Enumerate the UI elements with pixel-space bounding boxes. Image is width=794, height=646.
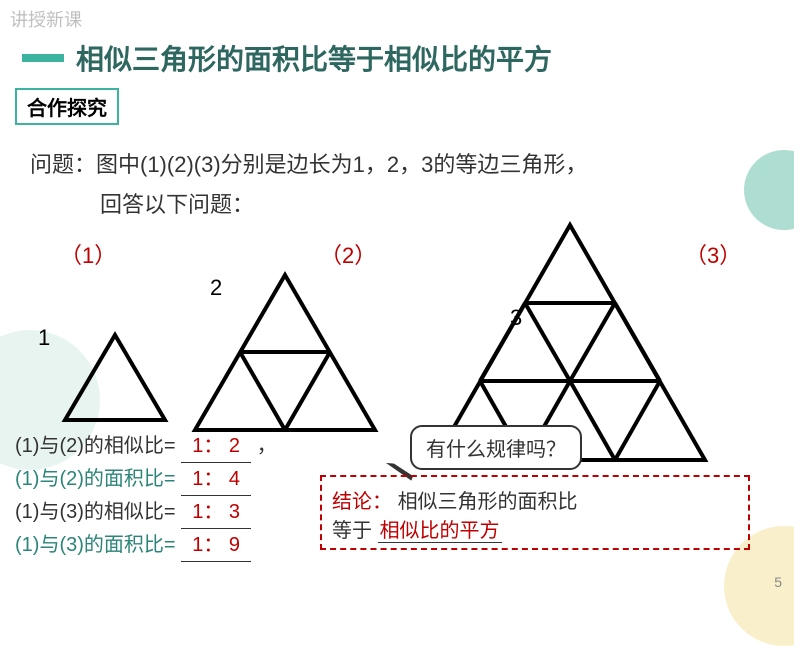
- conclusion-mid: 等于: [332, 520, 372, 542]
- page-number: 5: [774, 574, 782, 590]
- results-block: (1)与(2)的相似比= 1： 2 ， (1)与(2)的面积比= 1： 4 (1…: [15, 430, 277, 562]
- result-row: (1)与(3)的相似比= 1： 3: [15, 496, 277, 529]
- conclusion-part1: 相似三角形的面积比: [398, 491, 578, 513]
- title-bar: 相似三角形的面积比等于相似比的平方: [22, 38, 552, 78]
- conclusion-answer: 相似比的平方: [378, 520, 502, 543]
- result-row: (1)与(2)的面积比= 1： 4: [15, 463, 277, 496]
- page-title: 相似三角形的面积比等于相似比的平方: [76, 38, 552, 78]
- section-watermark: 讲授新课: [10, 6, 82, 32]
- label-1: （1）: [60, 238, 116, 270]
- coop-label: 合作探究: [15, 88, 119, 125]
- title-dash-icon: [22, 54, 64, 62]
- triangle-2: [190, 270, 380, 435]
- size-label-1: 1: [38, 325, 50, 351]
- label-2: （2）: [320, 238, 376, 270]
- question-line: 回答以下问题：: [100, 185, 587, 225]
- question-line: 问题：图中(1)(2)(3)分别是边长为1，2，3的等边三角形，: [30, 145, 587, 185]
- question-text: 问题：图中(1)(2)(3)分别是边长为1，2，3的等边三角形， 回答以下问题：: [30, 145, 587, 224]
- result-row: (1)与(3)的面积比= 1： 9: [15, 529, 277, 562]
- bg-decoration: [744, 150, 794, 230]
- triangle-1: [60, 330, 170, 425]
- conclusion-label: 结论：: [332, 491, 392, 513]
- conclusion-box: 结论： 相似三角形的面积比 等于 相似比的平方: [320, 475, 750, 550]
- result-row: (1)与(2)的相似比= 1： 2 ，: [15, 430, 277, 463]
- callout-bubble: 有什么规律吗？: [410, 425, 582, 470]
